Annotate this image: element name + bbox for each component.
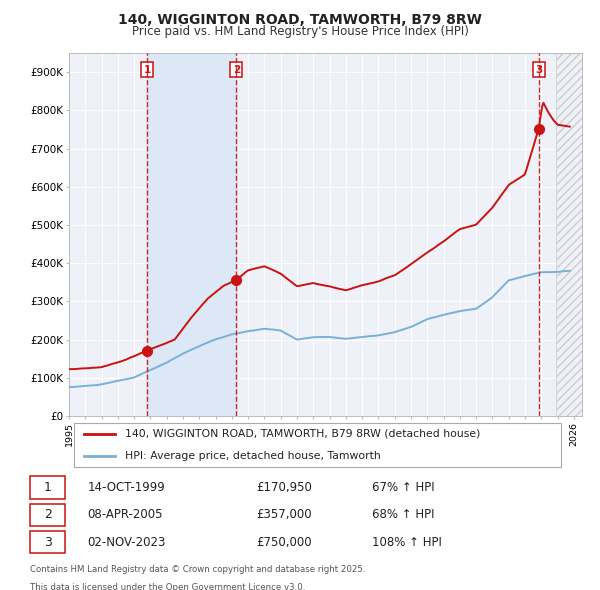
FancyBboxPatch shape [29,504,65,526]
Text: 3: 3 [44,536,52,549]
Text: 02-NOV-2023: 02-NOV-2023 [88,536,166,549]
Text: 1: 1 [143,65,151,75]
Text: £357,000: £357,000 [256,508,311,522]
FancyBboxPatch shape [74,423,562,467]
Text: 108% ↑ HPI: 108% ↑ HPI [372,536,442,549]
Text: £750,000: £750,000 [256,536,311,549]
Bar [147,53,236,416]
Text: Price paid vs. HM Land Registry's House Price Index (HPI): Price paid vs. HM Land Registry's House … [131,25,469,38]
Text: 08-APR-2005: 08-APR-2005 [88,508,163,522]
FancyBboxPatch shape [29,531,65,553]
Text: 140, WIGGINTON ROAD, TAMWORTH, B79 8RW (detached house): 140, WIGGINTON ROAD, TAMWORTH, B79 8RW (… [125,429,481,439]
Text: 14-OCT-1999: 14-OCT-1999 [88,481,165,494]
Text: Contains HM Land Registry data © Crown copyright and database right 2025.: Contains HM Land Registry data © Crown c… [29,565,365,574]
FancyBboxPatch shape [29,476,65,499]
Text: 1: 1 [44,481,52,494]
Text: 3: 3 [535,65,542,75]
Text: 67% ↑ HPI: 67% ↑ HPI [372,481,434,494]
Text: This data is licensed under the Open Government Licence v3.0.: This data is licensed under the Open Gov… [29,583,305,590]
Text: 2: 2 [233,65,240,75]
Text: HPI: Average price, detached house, Tamworth: HPI: Average price, detached house, Tamw… [125,451,381,461]
Text: 68% ↑ HPI: 68% ↑ HPI [372,508,434,522]
Text: 2: 2 [44,508,52,522]
Text: £170,950: £170,950 [256,481,312,494]
Text: 140, WIGGINTON ROAD, TAMWORTH, B79 8RW: 140, WIGGINTON ROAD, TAMWORTH, B79 8RW [118,13,482,27]
